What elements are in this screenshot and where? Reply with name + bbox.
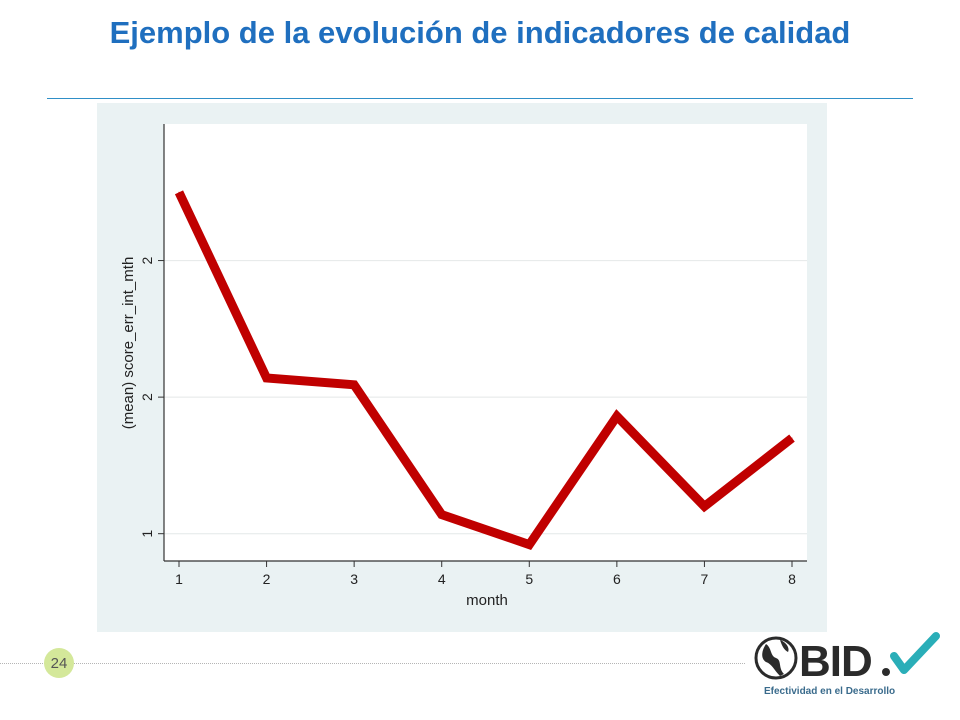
y-axis-label: (mean) score_err_int_mth	[120, 257, 137, 430]
x-tick-label: 6	[613, 571, 621, 587]
page-number: 24	[44, 648, 74, 678]
x-tick-label: 5	[525, 571, 533, 587]
bid-logo-graphic: BID Efectividad en el Desarrollo	[754, 632, 940, 697]
data-point	[266, 377, 268, 379]
slide-title: Ejemplo de la evolución de indicadores d…	[109, 15, 851, 50]
x-tick-label: 1	[175, 571, 183, 587]
checkmark-icon	[890, 632, 940, 674]
x-tick-label: 4	[438, 571, 446, 587]
data-points	[178, 191, 793, 546]
logo-wordmark: BID	[799, 637, 872, 686]
x-tick-label: 2	[263, 571, 271, 587]
data-point	[528, 544, 530, 546]
globe-icon	[754, 636, 798, 680]
data-point	[353, 384, 355, 386]
data-point	[616, 415, 618, 417]
x-axis-label: month	[466, 592, 508, 609]
logo-tagline: Efectividad en el Desarrollo	[764, 686, 895, 697]
x-axis-ticks: 1 2 3 4 5 6 7 8	[175, 561, 796, 587]
chart-svg: 1 2 2 1 2 3 4 5 6 7 8 month (mean) score_err_int_…	[97, 103, 827, 632]
logo-dot	[882, 668, 890, 676]
line-chart: 1 2 2 1 2 3 4 5 6 7 8 month (mean) score_err_int_…	[97, 103, 827, 632]
y-tick-label: 1	[139, 530, 155, 538]
series-line	[174, 190, 795, 550]
data-point	[791, 437, 793, 439]
x-tick-label: 7	[701, 571, 709, 587]
x-tick-label: 3	[350, 571, 358, 587]
plot-area	[164, 124, 807, 561]
y-tick-label: 2	[139, 256, 155, 264]
data-point	[178, 191, 180, 193]
x-tick-label: 8	[788, 571, 796, 587]
data-point	[441, 514, 443, 516]
footer-divider	[0, 663, 745, 664]
bid-logo: BID Efectividad en el Desarrollo	[752, 628, 952, 708]
y-tick-label: 2	[139, 393, 155, 401]
y-axis-ticks: 1 2 2	[139, 256, 164, 538]
title-divider	[47, 98, 913, 99]
data-point	[703, 505, 705, 507]
